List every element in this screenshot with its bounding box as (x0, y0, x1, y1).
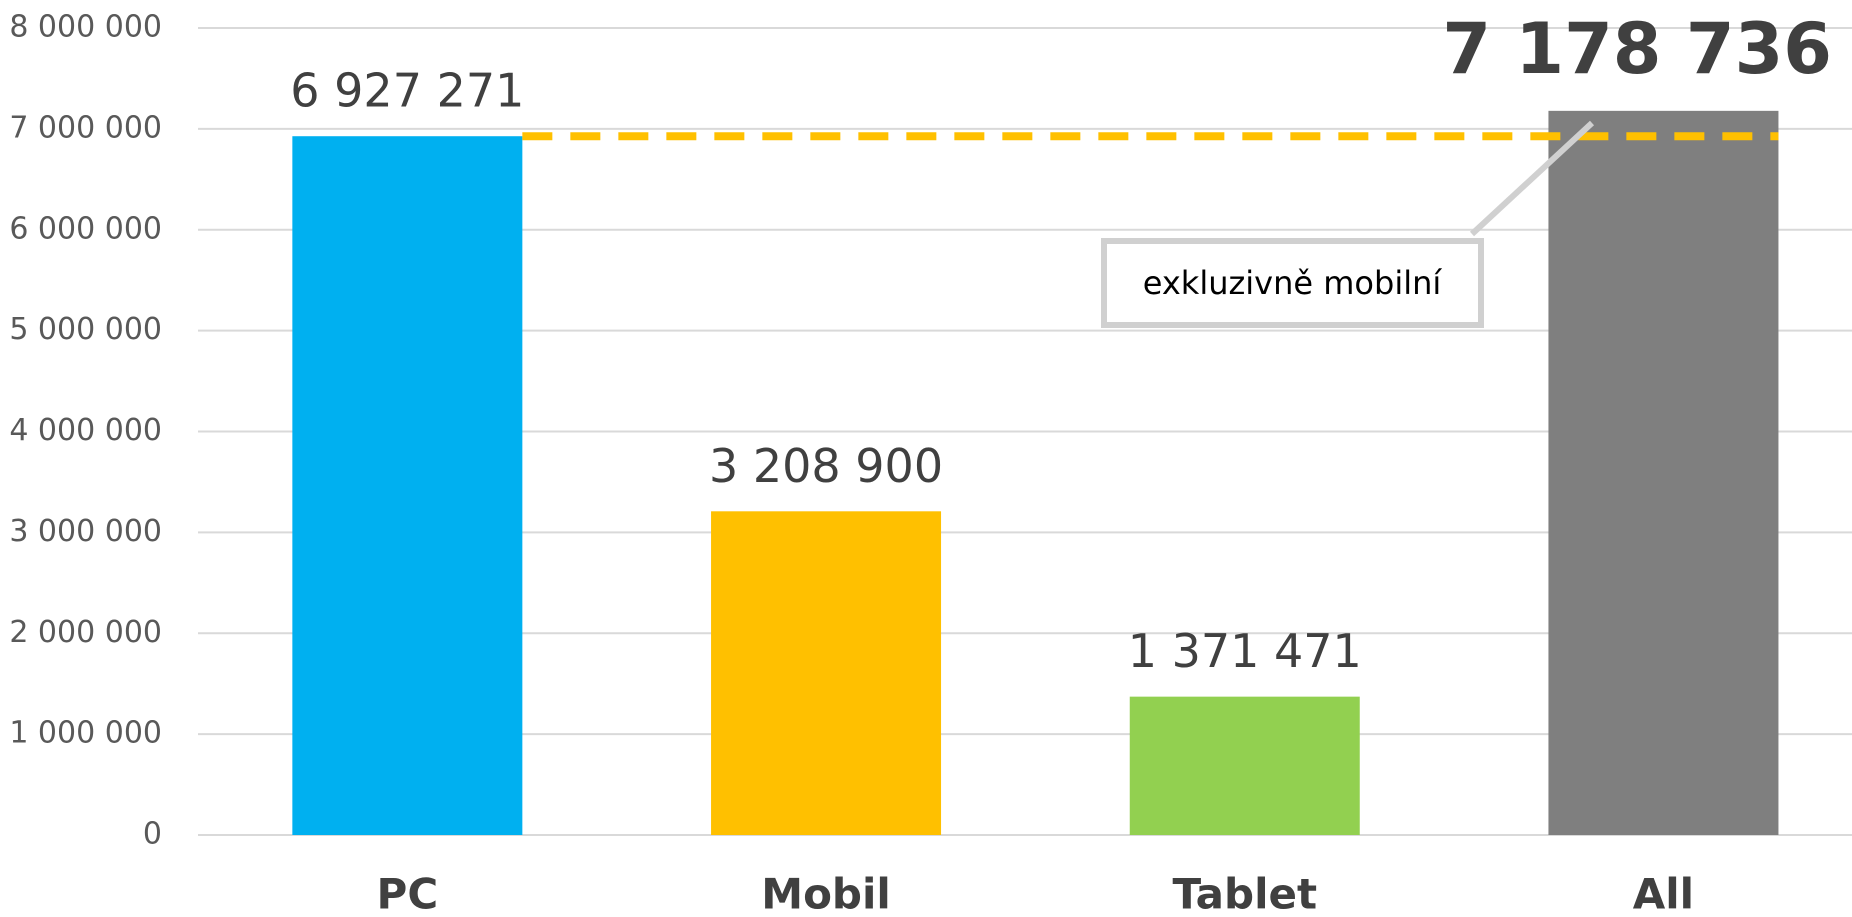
bar (1129, 696, 1360, 835)
value-label: 3 208 900 (709, 439, 943, 493)
y-tick-label: 8 000 000 (9, 10, 162, 45)
bar (292, 136, 523, 835)
y-tick-label: 7 000 000 (9, 110, 162, 145)
annotation-box (1101, 238, 1484, 328)
value-label: 7 178 736 (1442, 8, 1832, 90)
value-label: 6 927 271 (290, 64, 524, 118)
y-tick-label: 3 000 000 (9, 514, 162, 549)
y-tick-label: 2 000 000 (9, 615, 162, 650)
y-tick-label: 1 000 000 (9, 716, 162, 751)
x-tick-label: All (1633, 870, 1694, 917)
callout-line (1469, 120, 1595, 237)
y-tick-label: 5 000 000 (9, 312, 162, 347)
annotation: exkluzivně mobilní (1143, 264, 1443, 302)
x-tick-label: Tablet (1172, 870, 1317, 917)
y-tick-label: 0 (143, 817, 162, 852)
bar (1548, 110, 1779, 835)
y-tick-label: 4 000 000 (9, 413, 162, 448)
value-label: 1 371 471 (1128, 624, 1362, 678)
y-tick-label: 6 000 000 (9, 211, 162, 246)
bar (711, 511, 942, 835)
x-tick-label: Mobil (761, 870, 891, 917)
x-tick-label: PC (377, 870, 439, 917)
